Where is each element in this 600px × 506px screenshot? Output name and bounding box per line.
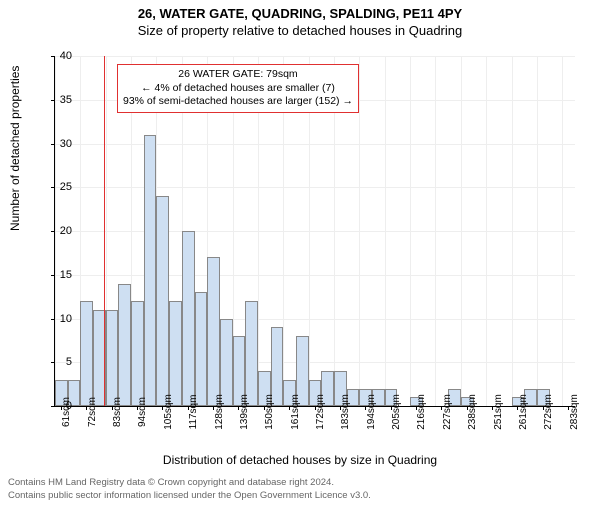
histogram-bar xyxy=(118,284,131,407)
x-tick-label: 261sqm xyxy=(518,394,529,430)
annotation-line: 26 WATER GATE: 79sqm xyxy=(123,68,353,82)
y-tick-label: 40 xyxy=(42,50,72,62)
property-marker-line xyxy=(104,56,105,406)
x-tick-label: 272sqm xyxy=(543,394,554,430)
x-tick-label: 117sqm xyxy=(188,395,199,430)
x-tick-label: 72sqm xyxy=(87,397,98,427)
histogram-bar xyxy=(156,196,169,406)
y-axis-label: Number of detached properties xyxy=(8,66,22,231)
histogram-bar xyxy=(182,231,195,406)
x-tick-label: 194sqm xyxy=(366,394,377,430)
x-tick-label: 150sqm xyxy=(264,394,275,430)
footer-line1: Contains HM Land Registry data © Crown c… xyxy=(8,477,371,489)
y-tick-label: 35 xyxy=(42,94,72,106)
histogram-bar xyxy=(220,319,233,407)
x-tick-label: 61sqm xyxy=(61,397,72,427)
histogram-bar xyxy=(195,292,208,406)
x-tick-label: 238sqm xyxy=(467,394,478,430)
x-tick-label: 83sqm xyxy=(112,397,123,427)
y-tick-label: 20 xyxy=(42,225,72,237)
x-axis-label: Distribution of detached houses by size … xyxy=(0,453,600,467)
histogram-bar xyxy=(207,257,220,406)
histogram-bar xyxy=(169,301,182,406)
annotation-box: 26 WATER GATE: 79sqm← 4% of detached hou… xyxy=(117,64,359,113)
page-title-1: 26, WATER GATE, QUADRING, SPALDING, PE11… xyxy=(0,6,600,21)
x-tick-label: 105sqm xyxy=(163,394,174,430)
x-tick-label: 227sqm xyxy=(442,394,453,430)
x-tick-label: 183sqm xyxy=(340,394,351,430)
histogram-bar xyxy=(245,301,258,406)
annotation-line: 93% of semi-detached houses are larger (… xyxy=(123,95,353,109)
footer-attribution: Contains HM Land Registry data © Crown c… xyxy=(8,477,371,502)
annotation-line: ← 4% of detached houses are smaller (7) xyxy=(123,82,353,96)
histogram-bar xyxy=(144,135,157,406)
y-tick-label: 25 xyxy=(42,181,72,193)
x-tick-label: 94sqm xyxy=(137,397,148,427)
page-title-2: Size of property relative to detached ho… xyxy=(0,23,600,38)
x-tick-label: 251sqm xyxy=(493,394,504,430)
y-tick-label: 30 xyxy=(42,138,72,150)
histogram-bar xyxy=(80,301,93,406)
x-tick-label: 283sqm xyxy=(569,394,580,430)
x-tick-label: 128sqm xyxy=(214,394,225,430)
footer-line2: Contains public sector information licen… xyxy=(8,490,371,502)
y-tick-label: 5 xyxy=(42,356,72,368)
y-tick-label: 10 xyxy=(42,313,72,325)
y-tick-label: 15 xyxy=(42,269,72,281)
histogram-chart: 26 WATER GATE: 79sqm← 4% of detached hou… xyxy=(55,56,575,406)
x-tick-label: 172sqm xyxy=(315,394,326,430)
x-tick-label: 161sqm xyxy=(290,394,301,430)
x-tick-label: 205sqm xyxy=(391,394,402,430)
x-tick-label: 139sqm xyxy=(239,394,250,430)
histogram-bar xyxy=(106,310,119,406)
histogram-bar xyxy=(131,301,144,406)
x-tick-label: 216sqm xyxy=(416,394,427,430)
